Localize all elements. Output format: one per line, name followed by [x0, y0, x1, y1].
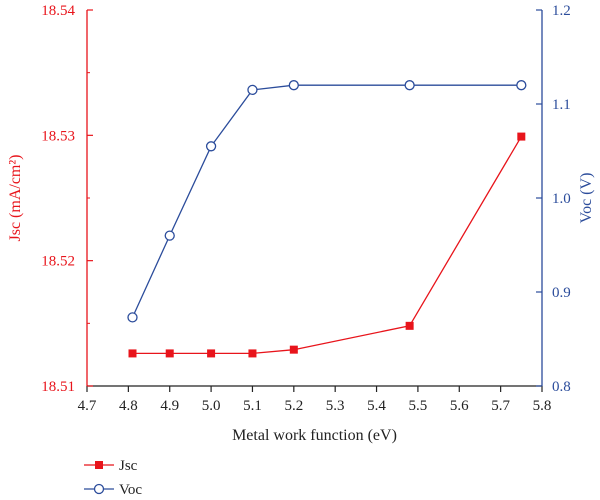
- x-tick-label: 4.8: [119, 398, 138, 414]
- data-point-voc: [516, 80, 527, 91]
- x-tick-label: 5.5: [409, 398, 428, 414]
- left-y-tick-label: 18.54: [41, 3, 75, 19]
- x-tick-label: 5.4: [367, 398, 386, 414]
- left-y-axis-label: Jsc (mA/cm²): [7, 155, 24, 242]
- series-line-jsc: [132, 136, 522, 355]
- data-point-voc: [247, 84, 258, 96]
- right-y-axis-label: Voc (V): [578, 173, 595, 224]
- x-tick-label: 4.7: [78, 398, 97, 414]
- x-tick-label: 5.2: [284, 398, 303, 414]
- x-tick-label: 5.6: [450, 398, 469, 414]
- left-y-tick-label: 18.53: [41, 128, 75, 144]
- legend-label-voc: Voc: [119, 482, 142, 498]
- data-point-voc: [164, 230, 175, 241]
- data-point-jsc: [248, 349, 257, 358]
- legend-label-jsc: Jsc: [119, 458, 138, 474]
- x-axis-label: Metal work function (eV): [232, 427, 397, 444]
- x-tick-label: 5.7: [491, 398, 510, 414]
- right-y-tick-label: 1.2: [552, 3, 571, 19]
- x-tick-label: 5.3: [326, 398, 345, 414]
- x-tick-label: 5.0: [202, 398, 221, 414]
- right-y-tick-label: 0.9: [552, 285, 571, 301]
- data-point-voc: [288, 80, 299, 91]
- data-point-voc: [205, 141, 217, 152]
- right-y-tick-label: 1.0: [552, 191, 571, 207]
- data-point-jsc: [128, 349, 137, 358]
- data-point-jsc: [289, 345, 298, 354]
- left-y-tick-label: 18.52: [41, 254, 75, 270]
- right-y-tick-label: 1.1: [552, 97, 571, 113]
- x-ticks: 4.7 4.8 4.9 5.0 5.1 5.2 5.3 5.4 5.5 5.6 5.7 5.8: [78, 386, 552, 414]
- legend-marker-voc: [93, 483, 105, 495]
- data-point-jsc: [207, 349, 216, 358]
- legend: Jsc Voc: [84, 458, 142, 498]
- data-point-jsc: [165, 349, 174, 358]
- x-tick-label: 5.1: [243, 398, 262, 414]
- series-line-voc: [131, 84, 522, 318]
- data-point-jsc: [517, 132, 526, 141]
- series-layer: [127, 80, 527, 358]
- legend-marker-jsc: [95, 461, 103, 469]
- data-point-voc: [404, 80, 415, 91]
- right-y-tick-label: 0.8: [552, 379, 571, 395]
- left-y-ticks: 18.51 18.52 18.53 18.54: [41, 3, 93, 395]
- x-tick-label: 4.9: [160, 398, 179, 414]
- x-tick-label: 5.8: [533, 398, 552, 414]
- data-point-voc: [127, 312, 138, 323]
- data-point-jsc: [405, 321, 414, 330]
- right-y-ticks: 0.8 0.9 1.0 1.1 1.2: [536, 3, 571, 395]
- left-y-tick-label: 18.51: [41, 379, 75, 395]
